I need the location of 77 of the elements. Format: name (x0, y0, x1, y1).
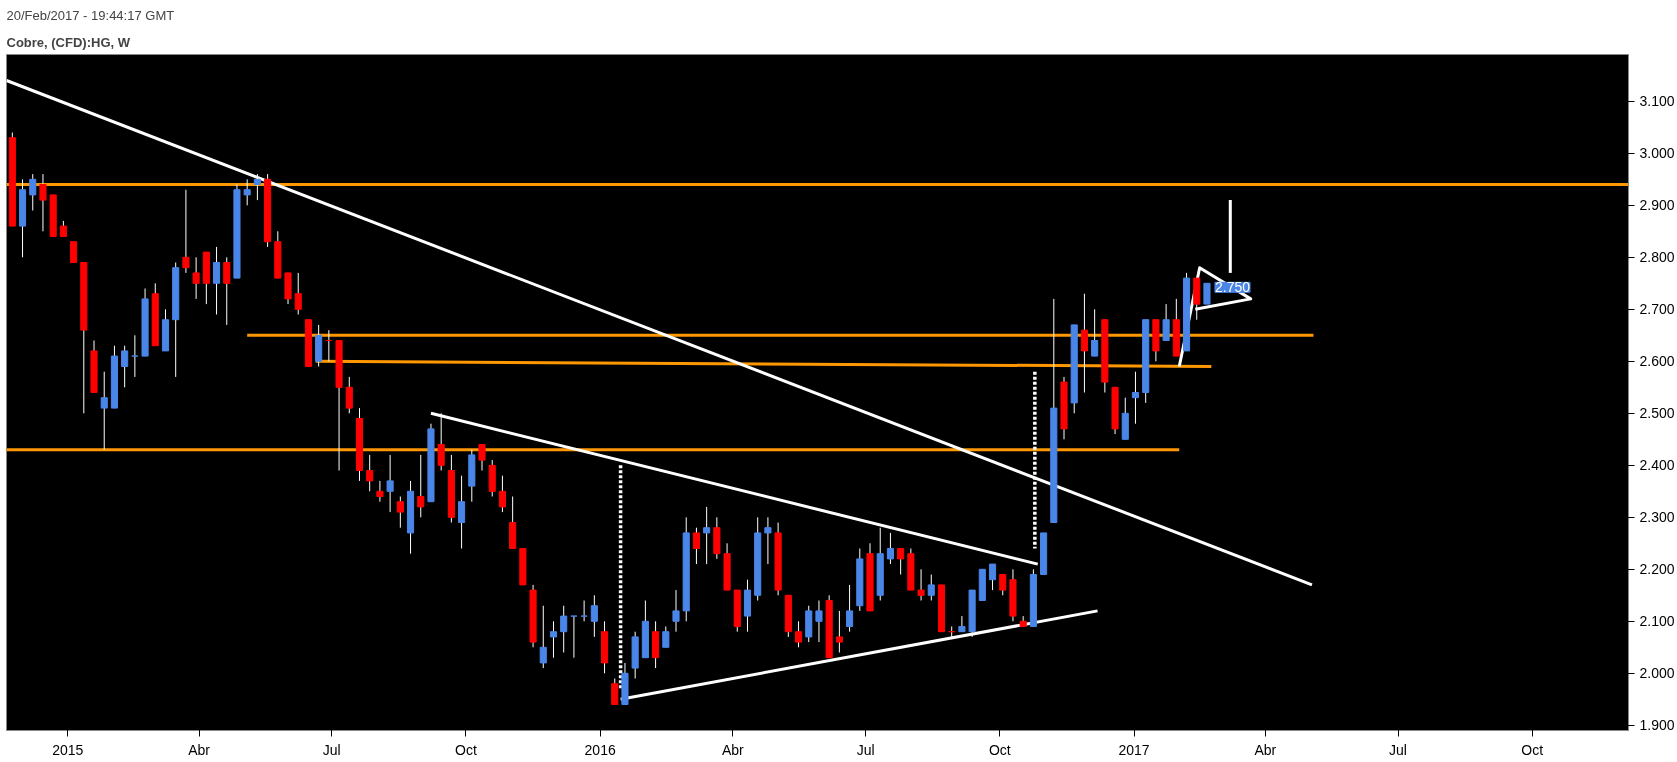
y-tick-label: 2.500 (1639, 405, 1675, 422)
candlestick (692, 527, 700, 565)
x-tick-label: Jul (1389, 741, 1407, 758)
candlestick (478, 444, 486, 471)
candlestick (100, 371, 108, 451)
candlestick (223, 256, 231, 326)
candlestick (29, 173, 37, 211)
y-tick-label: 2.600 (1639, 353, 1675, 370)
candlestick (999, 574, 1007, 596)
y-tick-label: 2.700 (1639, 301, 1675, 318)
x-tick-label: Abr (722, 741, 745, 758)
candlestick (1091, 308, 1099, 357)
candlestick (294, 272, 302, 315)
x-tick-label: Oct (455, 741, 477, 758)
candlestick (192, 256, 200, 300)
candlestick (703, 506, 711, 565)
annotation: 2.750 (1214, 279, 1251, 296)
candlestick (1131, 371, 1140, 425)
candlestick (549, 620, 558, 659)
x-tick-label: 2016 (584, 741, 616, 758)
candlestick (182, 189, 190, 274)
chart-title: Cobre, (CFD):HG, W (6, 34, 131, 50)
x-tick-label: Jul (322, 741, 341, 758)
candlestick (1203, 282, 1211, 305)
x-tick-label: Jul (856, 741, 875, 758)
y-tick-label: 3.100 (1639, 93, 1675, 110)
candlestick (570, 615, 578, 659)
candlestick (886, 532, 894, 565)
y-tick-label: 3.000 (1639, 145, 1675, 162)
x-tick-label: Oct (1521, 741, 1544, 758)
candlestick (243, 178, 251, 206)
candlestick (560, 605, 568, 653)
candlestick (815, 600, 823, 643)
candlestick (794, 620, 803, 648)
candlestick (131, 334, 139, 378)
y-tick-label: 2.300 (1639, 509, 1675, 526)
y-tick-label: 2.100 (1639, 613, 1675, 630)
candlestick (386, 454, 394, 513)
x-tick-label: Oct (988, 741, 1011, 758)
candlestick (539, 605, 547, 669)
candlestick (376, 480, 384, 503)
candlestick (417, 454, 425, 518)
candlestick (662, 626, 670, 648)
y-tick-label: 1.900 (1639, 717, 1675, 734)
candlestick (672, 589, 680, 633)
candlestick (121, 345, 129, 388)
candlestick (917, 568, 925, 601)
y-tick-label: 2.000 (1639, 665, 1675, 682)
candlestick (764, 516, 772, 565)
candlestick (958, 615, 966, 633)
y-tick-label: 2.200 (1639, 561, 1675, 578)
candlestick (212, 246, 221, 315)
y-tick-label: 2.900 (1639, 197, 1675, 214)
candlestick (345, 376, 353, 414)
candlestick (366, 454, 374, 492)
x-tick-label: Abr (1254, 741, 1277, 758)
y-tick-label: 2.800 (1639, 249, 1675, 266)
candlestick (580, 600, 588, 622)
candlestick (253, 173, 261, 201)
candlestick (1080, 293, 1088, 393)
y-tick-label: 2.400 (1639, 457, 1675, 474)
candlestick (1162, 303, 1170, 341)
candlestick (927, 574, 935, 601)
x-tick-label: 2017 (1118, 741, 1150, 758)
candlestick (458, 475, 466, 549)
candlestick (590, 594, 598, 638)
candlestick (39, 173, 47, 232)
candlestick (835, 610, 843, 653)
candlestick (897, 548, 905, 575)
candlestick (70, 241, 78, 263)
candlestick (498, 475, 506, 513)
candlestick (396, 496, 404, 529)
x-tick-label: Abr (188, 741, 211, 758)
candlestick (846, 584, 854, 633)
candlestick (988, 563, 997, 591)
chart-subtitle: 20/Feb/2017 - 19:44:17 GMT (6, 7, 175, 23)
x-tick-label: 2015 (52, 741, 84, 758)
